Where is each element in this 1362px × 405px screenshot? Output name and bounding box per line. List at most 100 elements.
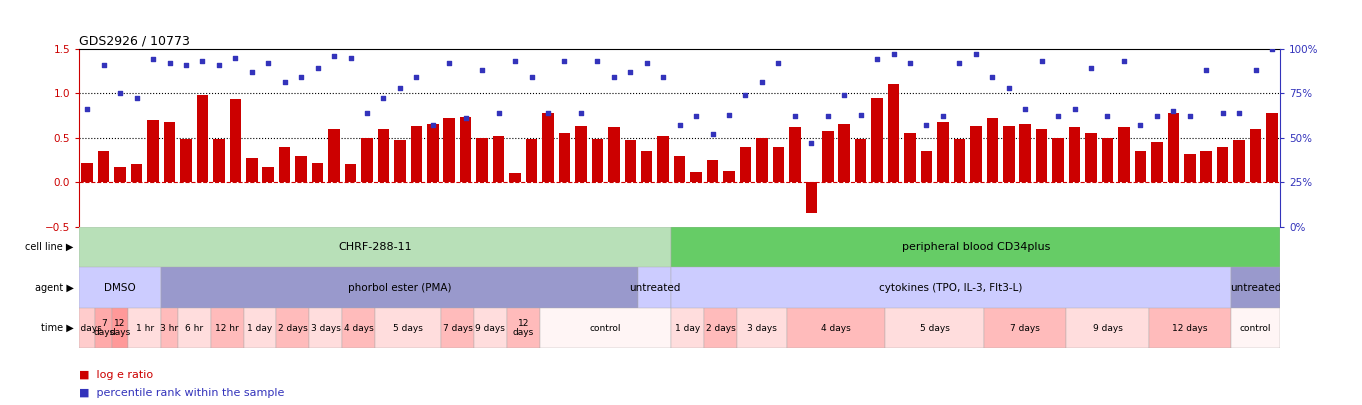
Point [306, 65, 328, 71]
Bar [1250, 129, 1261, 182]
Point [158, 60, 180, 66]
Bar [625, 141, 636, 182]
Point [488, 109, 509, 116]
Bar [345, 164, 357, 182]
Bar [1148, 308, 1231, 348]
Bar [328, 129, 340, 182]
Bar [79, 227, 671, 267]
Bar [296, 156, 306, 182]
Point [339, 54, 361, 61]
Bar [1216, 147, 1229, 182]
Point [406, 74, 428, 80]
Bar [98, 151, 109, 182]
Point [355, 109, 377, 116]
Bar [772, 147, 785, 182]
Bar [805, 182, 817, 213]
Point [932, 113, 953, 119]
Bar [147, 120, 159, 182]
Point [455, 115, 477, 122]
Bar [591, 139, 603, 182]
Text: time ▶: time ▶ [41, 323, 74, 333]
Point [718, 111, 740, 118]
Point [109, 90, 131, 96]
Point [850, 111, 872, 118]
Text: 7 days: 7 days [1011, 324, 1041, 333]
Bar [1135, 151, 1147, 182]
Bar [507, 308, 539, 348]
Bar [244, 308, 276, 348]
Text: 5 days: 5 days [919, 324, 949, 333]
Text: 1 hr: 1 hr [136, 324, 154, 333]
Point [1229, 109, 1250, 116]
Text: ■  percentile rank within the sample: ■ percentile rank within the sample [79, 388, 285, 398]
Bar [1234, 141, 1245, 182]
Text: 1 day: 1 day [676, 324, 700, 333]
Bar [542, 113, 554, 182]
Bar [885, 308, 985, 348]
Point [1064, 106, 1086, 113]
Bar [1002, 126, 1015, 182]
Text: ■  log e ratio: ■ log e ratio [79, 370, 153, 379]
Bar [474, 308, 507, 348]
Bar [361, 138, 373, 182]
Bar [1167, 113, 1179, 182]
Bar [509, 173, 520, 182]
Bar [789, 127, 801, 182]
Bar [1231, 308, 1280, 348]
Bar [937, 122, 949, 182]
Text: 4 days: 4 days [343, 324, 373, 333]
Text: 4 days: 4 days [821, 324, 851, 333]
Bar [1184, 154, 1196, 182]
Bar [79, 308, 95, 348]
Text: cytokines (TPO, IL-3, Flt3-L): cytokines (TPO, IL-3, Flt3-L) [880, 283, 1023, 292]
Bar [161, 308, 177, 348]
Text: CHRF-288-11: CHRF-288-11 [338, 242, 413, 252]
Bar [1231, 267, 1280, 308]
Point [834, 92, 855, 98]
Point [192, 58, 214, 64]
Point [571, 109, 592, 116]
Text: 2 days: 2 days [706, 324, 735, 333]
Text: 12 days: 12 days [1173, 324, 1208, 333]
Bar [1019, 124, 1031, 182]
Point [982, 74, 1004, 80]
Point [1212, 109, 1234, 116]
Point [998, 85, 1020, 91]
Bar [1267, 113, 1278, 182]
Text: cell line ▶: cell line ▶ [25, 242, 74, 252]
Bar [230, 99, 241, 182]
Bar [904, 133, 915, 182]
Point [93, 62, 114, 68]
Text: DMSO: DMSO [105, 283, 136, 292]
Bar [95, 308, 112, 348]
Point [439, 60, 460, 66]
Bar [658, 136, 669, 182]
Bar [128, 308, 161, 348]
Bar [312, 163, 323, 182]
Point [1113, 58, 1135, 64]
Bar [247, 158, 257, 182]
Point [915, 122, 937, 128]
Bar [985, 308, 1066, 348]
Text: 7
days: 7 days [93, 320, 114, 337]
Bar [196, 95, 208, 182]
Bar [1118, 127, 1129, 182]
Point [373, 95, 395, 102]
Bar [691, 172, 701, 182]
Bar [212, 139, 225, 182]
Bar [375, 308, 441, 348]
Point [504, 58, 526, 64]
Point [652, 74, 674, 80]
Point [899, 60, 921, 66]
Bar [394, 141, 406, 182]
Bar [575, 126, 587, 182]
Bar [1069, 127, 1080, 182]
Bar [1151, 142, 1163, 182]
Text: control: control [1239, 324, 1271, 333]
Text: 12
days: 12 days [109, 320, 131, 337]
Bar [428, 124, 439, 182]
Bar [309, 308, 342, 348]
Text: untreated: untreated [629, 283, 681, 292]
Bar [211, 308, 244, 348]
Point [964, 51, 986, 57]
